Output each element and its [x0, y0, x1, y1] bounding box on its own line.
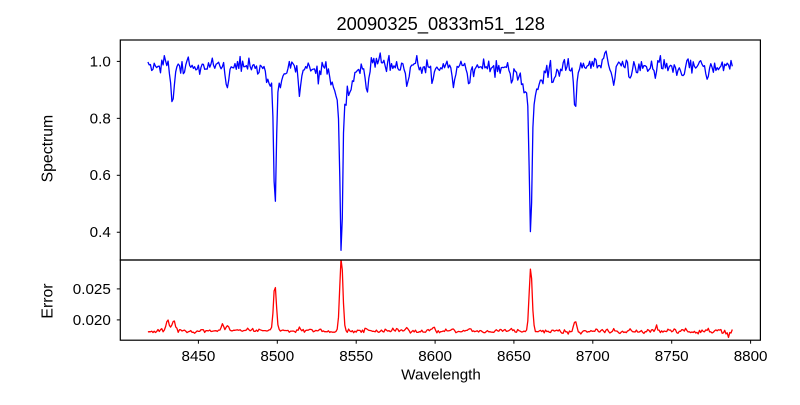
- svg-text:Error: Error: [40, 283, 57, 318]
- svg-text:0.020: 0.020: [73, 312, 111, 329]
- svg-text:Spectrum: Spectrum: [40, 115, 57, 183]
- svg-text:0.6: 0.6: [90, 167, 111, 184]
- svg-text:0.025: 0.025: [73, 281, 111, 298]
- svg-text:20090325_0833m51_128: 20090325_0833m51_128: [336, 13, 544, 35]
- svg-text:Wavelength: Wavelength: [401, 367, 481, 384]
- svg-text:8600: 8600: [418, 348, 452, 365]
- svg-text:0.8: 0.8: [90, 110, 111, 127]
- svg-text:1.0: 1.0: [90, 53, 111, 70]
- svg-text:8500: 8500: [260, 348, 294, 365]
- svg-text:8750: 8750: [655, 348, 689, 365]
- svg-text:8800: 8800: [734, 348, 768, 365]
- svg-text:8700: 8700: [576, 348, 610, 365]
- svg-text:8650: 8650: [497, 348, 531, 365]
- svg-text:8450: 8450: [182, 348, 216, 365]
- svg-text:0.4: 0.4: [90, 224, 111, 241]
- svg-text:8550: 8550: [339, 348, 373, 365]
